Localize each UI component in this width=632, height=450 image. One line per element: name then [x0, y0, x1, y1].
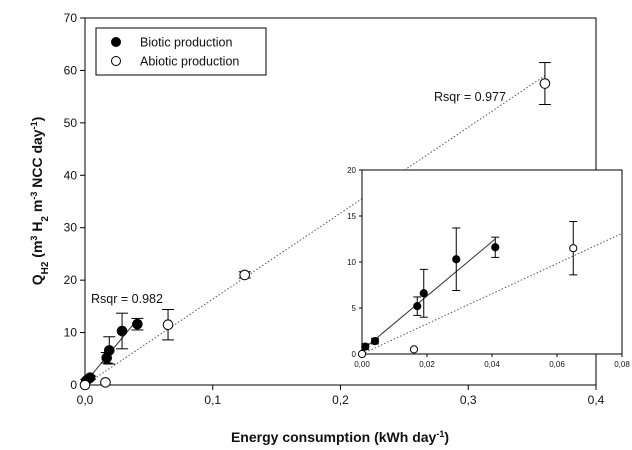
- inset-fit-line-abiotic: [361, 232, 623, 355]
- inset-frame: [361, 169, 623, 355]
- x-axis-title: Energy consumption (kWh day-1): [231, 429, 449, 445]
- x-tick-label: 0,2: [332, 393, 349, 407]
- inset-y-tick-label: 0: [352, 350, 357, 359]
- inset-biotic-point: [413, 302, 422, 311]
- rsqr-label-biotic: Rsqr = 0.982: [91, 292, 163, 306]
- inset-abiotic-point: [409, 345, 419, 354]
- inset-abiotic-point: [357, 349, 367, 359]
- inset-y-tick-label: 5: [352, 304, 357, 313]
- inset-biotic-point: [419, 289, 428, 298]
- inset-x-tick-label: 0,02: [419, 360, 435, 369]
- x-axis: 0,0 0,1 0,2 0,3 0,4: [77, 385, 605, 407]
- legend-label-biotic: Biotic production: [140, 36, 232, 50]
- inset-fit-line-biotic: [361, 238, 496, 351]
- data-points: [79, 62, 551, 391]
- inset-biotic-point: [370, 337, 380, 346]
- biotic-point: [132, 318, 143, 330]
- y-tick-label: 60: [64, 63, 78, 77]
- inset-y-axis: 0 5 10 15 20: [347, 166, 362, 359]
- y-tick-label: 70: [64, 11, 78, 25]
- inset-x-axis: 0,00 0,02 0,04 0,06 0,08: [354, 354, 630, 369]
- inset-plot: 0,00 0,02 0,04 0,06 0,08 0 5 10 15 20: [347, 166, 630, 369]
- inset-y-tick-label: 10: [347, 258, 356, 267]
- y-tick-label: 30: [64, 221, 78, 235]
- y-axis: 0 10 20 30 40 50 60 70: [64, 11, 85, 392]
- legend-marker-abiotic: [111, 56, 121, 66]
- y-tick-label: 10: [64, 326, 78, 340]
- legend: Biotic production Abiotic production: [95, 27, 267, 76]
- inset-fit-lines: [361, 232, 623, 355]
- y-axis-title: QH2 (m3 H2 m-3 NCC day-1): [29, 117, 51, 286]
- inset-y-tick-label: 15: [347, 212, 356, 221]
- abiotic-point: [100, 377, 111, 388]
- abiotic-point: [239, 269, 250, 281]
- legend-label-abiotic: Abiotic production: [140, 55, 239, 69]
- biotic-point: [116, 325, 128, 337]
- abiotic-point: [79, 379, 91, 391]
- inset-x-tick-label: 0,00: [354, 360, 370, 369]
- x-tick-label: 0,1: [204, 393, 221, 407]
- inset-biotic-point: [491, 243, 500, 252]
- inset-y-tick-label: 20: [347, 166, 356, 175]
- x-tick-label: 0,3: [460, 393, 477, 407]
- inset-x-tick-label: 0,04: [484, 360, 500, 369]
- abiotic-point: [162, 319, 174, 331]
- y-tick-label: 50: [64, 116, 78, 130]
- x-tick-label: 0,0: [77, 393, 94, 407]
- legend-box: [95, 27, 267, 76]
- legend-marker-biotic: [111, 37, 121, 47]
- inset-x-tick-label: 0,08: [614, 360, 630, 369]
- y-tick-label: 0: [70, 378, 77, 392]
- inset-data-points: [357, 221, 578, 359]
- inset-x-tick-label: 0,06: [549, 360, 565, 369]
- inset-biotic-point: [452, 255, 461, 264]
- abiotic-point: [539, 78, 551, 89]
- inset-biotic-point: [361, 342, 370, 351]
- rsqr-label-abiotic: Rsqr = 0.977: [434, 90, 506, 104]
- y-tick-label: 40: [64, 168, 78, 182]
- biotic-point: [103, 345, 115, 356]
- x-tick-label: 0,4: [588, 393, 605, 407]
- biotic-point: [84, 372, 96, 383]
- y-tick-label: 20: [64, 273, 78, 287]
- inset-abiotic-point: [569, 244, 578, 253]
- fit-line-abiotic: [84, 75, 546, 386]
